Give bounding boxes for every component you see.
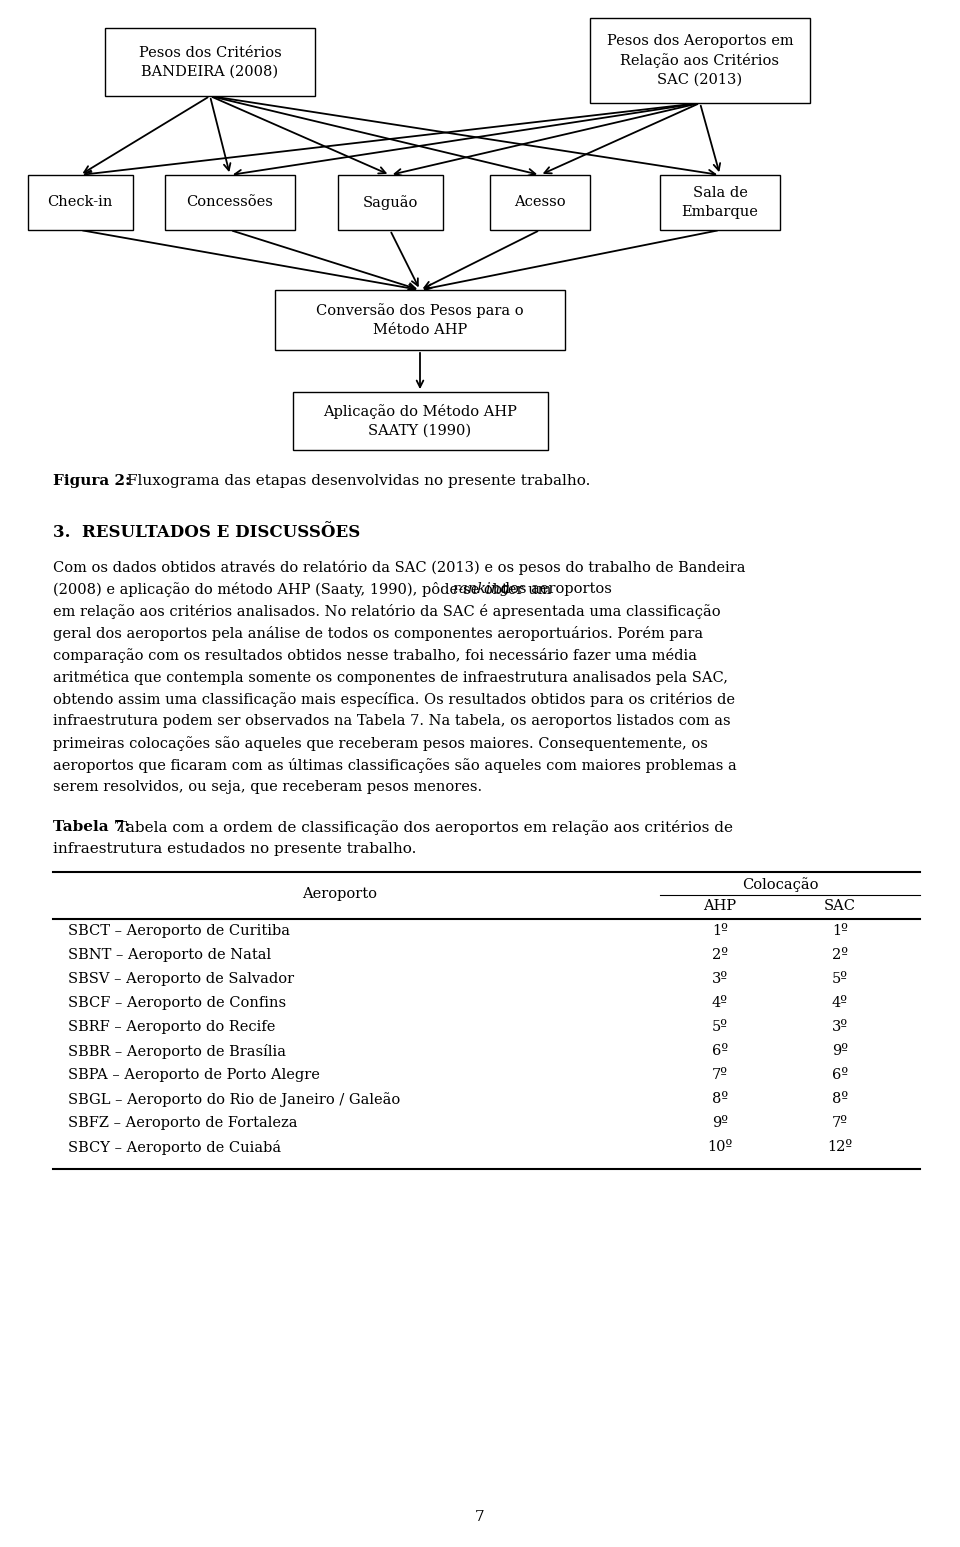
Text: 7º: 7º bbox=[712, 1067, 728, 1081]
Text: 8º: 8º bbox=[712, 1092, 728, 1106]
Bar bbox=[165, 175, 295, 231]
Text: infraestrutura estudados no presente trabalho.: infraestrutura estudados no presente tra… bbox=[53, 842, 417, 855]
Text: Figura 2:: Figura 2: bbox=[53, 473, 131, 487]
Text: SBRF – Aeroporto do Recife: SBRF – Aeroporto do Recife bbox=[68, 1019, 276, 1033]
Text: 5º: 5º bbox=[712, 1019, 728, 1033]
Text: 2º: 2º bbox=[712, 948, 728, 962]
Text: 5º: 5º bbox=[832, 972, 848, 985]
Text: 4º: 4º bbox=[832, 996, 848, 1010]
Text: aeroportos que ficaram com as últimas classificações são aqueles com maiores pro: aeroportos que ficaram com as últimas cl… bbox=[53, 758, 736, 774]
Bar bbox=[338, 175, 443, 231]
Text: AHP: AHP bbox=[704, 899, 736, 913]
Text: 3.  RESULTADOS E DISCUSSÕES: 3. RESULTADOS E DISCUSSÕES bbox=[53, 524, 360, 541]
Text: 10º: 10º bbox=[708, 1140, 732, 1154]
Text: SBGL – Aeroporto do Rio de Janeiro / Galeão: SBGL – Aeroporto do Rio de Janeiro / Gal… bbox=[68, 1092, 400, 1106]
Text: Concessões: Concessões bbox=[186, 195, 274, 209]
Text: SBCY – Aeroporto de Cuiabá: SBCY – Aeroporto de Cuiabá bbox=[68, 1140, 281, 1156]
Text: 3º: 3º bbox=[712, 972, 728, 985]
Text: Aplicação do Método AHP
SAATY (1990): Aplicação do Método AHP SAATY (1990) bbox=[324, 404, 516, 438]
Text: 1º: 1º bbox=[832, 924, 848, 937]
Text: comparação com os resultados obtidos nesse trabalho, foi necessário fazer uma mé: comparação com os resultados obtidos nes… bbox=[53, 648, 697, 664]
Bar bbox=[293, 391, 547, 450]
Text: SBCF – Aeroporto de Confins: SBCF – Aeroporto de Confins bbox=[68, 996, 286, 1010]
Text: dos aeroportos: dos aeroportos bbox=[495, 582, 612, 596]
Text: SBFZ – Aeroporto de Fortaleza: SBFZ – Aeroporto de Fortaleza bbox=[68, 1115, 298, 1129]
Text: (2008) e aplicação do método AHP (Saaty, 1990), pôde-se obter um: (2008) e aplicação do método AHP (Saaty,… bbox=[53, 582, 556, 597]
Text: 9º: 9º bbox=[712, 1115, 728, 1129]
Bar bbox=[275, 289, 565, 350]
Bar bbox=[105, 28, 315, 96]
Text: 2º: 2º bbox=[832, 948, 848, 962]
Text: 6º: 6º bbox=[712, 1044, 728, 1058]
Bar bbox=[590, 19, 810, 104]
Text: em relação aos critérios analisados. No relatório da SAC é apresentada uma class: em relação aos critérios analisados. No … bbox=[53, 603, 721, 619]
Text: 9º: 9º bbox=[832, 1044, 848, 1058]
Bar bbox=[490, 175, 590, 231]
Text: 6º: 6º bbox=[832, 1067, 848, 1081]
Text: primeiras colocações são aqueles que receberam pesos maiores. Consequentemente, : primeiras colocações são aqueles que rec… bbox=[53, 736, 708, 750]
Text: ranking: ranking bbox=[453, 582, 510, 596]
Text: serem resolvidos, ou seja, que receberam pesos menores.: serem resolvidos, ou seja, que receberam… bbox=[53, 780, 482, 794]
Text: Check-in: Check-in bbox=[47, 195, 112, 209]
Text: Tabela com a ordem de classificação dos aeroportos em relação aos critérios de: Tabela com a ordem de classificação dos … bbox=[112, 820, 733, 835]
Text: 8º: 8º bbox=[832, 1092, 848, 1106]
Text: Sala de
Embarque: Sala de Embarque bbox=[682, 186, 758, 218]
Text: Pesos dos Critérios
BANDEIRA (2008): Pesos dos Critérios BANDEIRA (2008) bbox=[138, 46, 281, 79]
Text: Colocação: Colocação bbox=[742, 877, 818, 893]
Text: 7º: 7º bbox=[832, 1115, 848, 1129]
Text: SBPA – Aeroporto de Porto Alegre: SBPA – Aeroporto de Porto Alegre bbox=[68, 1067, 320, 1081]
Text: obtendo assim uma classificação mais específica. Os resultados obtidos para os c: obtendo assim uma classificação mais esp… bbox=[53, 692, 735, 707]
Bar bbox=[660, 175, 780, 231]
Text: SBCT – Aeroporto de Curitiba: SBCT – Aeroporto de Curitiba bbox=[68, 924, 290, 937]
Text: Fluxograma das etapas desenvolvidas no presente trabalho.: Fluxograma das etapas desenvolvidas no p… bbox=[127, 473, 590, 487]
Text: Aeroporto: Aeroporto bbox=[302, 886, 377, 900]
Bar bbox=[28, 175, 132, 231]
Text: Com os dados obtidos através do relatório da SAC (2013) e os pesos do trabalho d: Com os dados obtidos através do relatóri… bbox=[53, 560, 746, 575]
Text: Conversão dos Pesos para o
Método AHP: Conversão dos Pesos para o Método AHP bbox=[316, 303, 524, 337]
Text: Acesso: Acesso bbox=[515, 195, 565, 209]
Text: 4º: 4º bbox=[712, 996, 728, 1010]
Text: 7: 7 bbox=[475, 1510, 485, 1524]
Text: 1º: 1º bbox=[712, 924, 728, 937]
Text: SBNT – Aeroporto de Natal: SBNT – Aeroporto de Natal bbox=[68, 948, 271, 962]
Text: 12º: 12º bbox=[828, 1140, 852, 1154]
Text: Pesos dos Aeroportos em
Relação aos Critérios
SAC (2013): Pesos dos Aeroportos em Relação aos Crit… bbox=[607, 34, 793, 87]
Text: infraestrutura podem ser observados na Tabela 7. Na tabela, os aeroportos listad: infraestrutura podem ser observados na T… bbox=[53, 715, 731, 729]
Text: Tabela 7:: Tabela 7: bbox=[53, 820, 131, 834]
Text: Saguão: Saguão bbox=[362, 195, 418, 210]
Text: SBSV – Aeroporto de Salvador: SBSV – Aeroporto de Salvador bbox=[68, 972, 294, 985]
Text: SAC: SAC bbox=[824, 899, 856, 913]
Text: SBBR – Aeroporto de Brasília: SBBR – Aeroporto de Brasília bbox=[68, 1044, 286, 1060]
Text: 3º: 3º bbox=[832, 1019, 848, 1033]
Text: geral dos aeroportos pela análise de todos os componentes aeroportuários. Porém : geral dos aeroportos pela análise de tod… bbox=[53, 627, 703, 640]
Text: aritmética que contempla somente os componentes de infraestrutura analisados pel: aritmética que contempla somente os comp… bbox=[53, 670, 728, 685]
